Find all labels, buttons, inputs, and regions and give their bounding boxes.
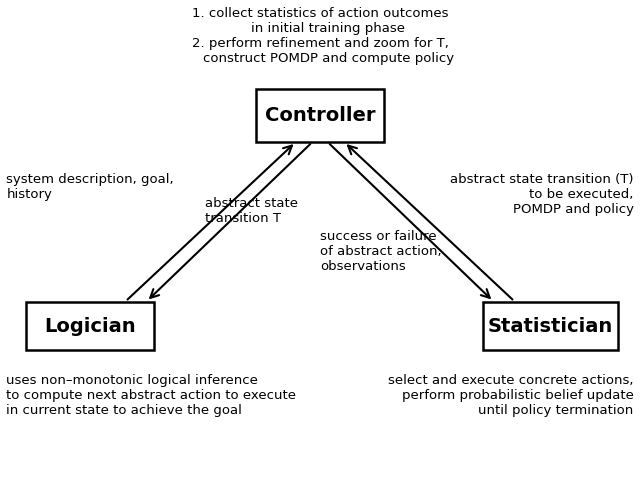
Text: Controller: Controller [265,106,375,125]
Text: 1. collect statistics of action outcomes
    in initial training phase
2. perfor: 1. collect statistics of action outcomes… [186,7,454,65]
Text: abstract state transition (T)
to be executed,
POMDP and policy: abstract state transition (T) to be exec… [450,173,634,216]
Text: success or failure
of abstract action,
observations: success or failure of abstract action, o… [320,230,442,274]
Text: system description, goal,
history: system description, goal, history [6,173,174,201]
Text: abstract state
transition T: abstract state transition T [205,197,298,225]
FancyBboxPatch shape [256,89,384,142]
FancyBboxPatch shape [26,302,154,350]
Text: Statistician: Statistician [488,317,613,336]
Text: Logician: Logician [44,317,136,336]
FancyBboxPatch shape [483,302,618,350]
Text: uses non–monotonic logical inference
to compute next abstract action to execute
: uses non–monotonic logical inference to … [6,374,296,418]
Text: select and execute concrete actions,
perform probabilistic belief update
until p: select and execute concrete actions, per… [388,374,634,418]
